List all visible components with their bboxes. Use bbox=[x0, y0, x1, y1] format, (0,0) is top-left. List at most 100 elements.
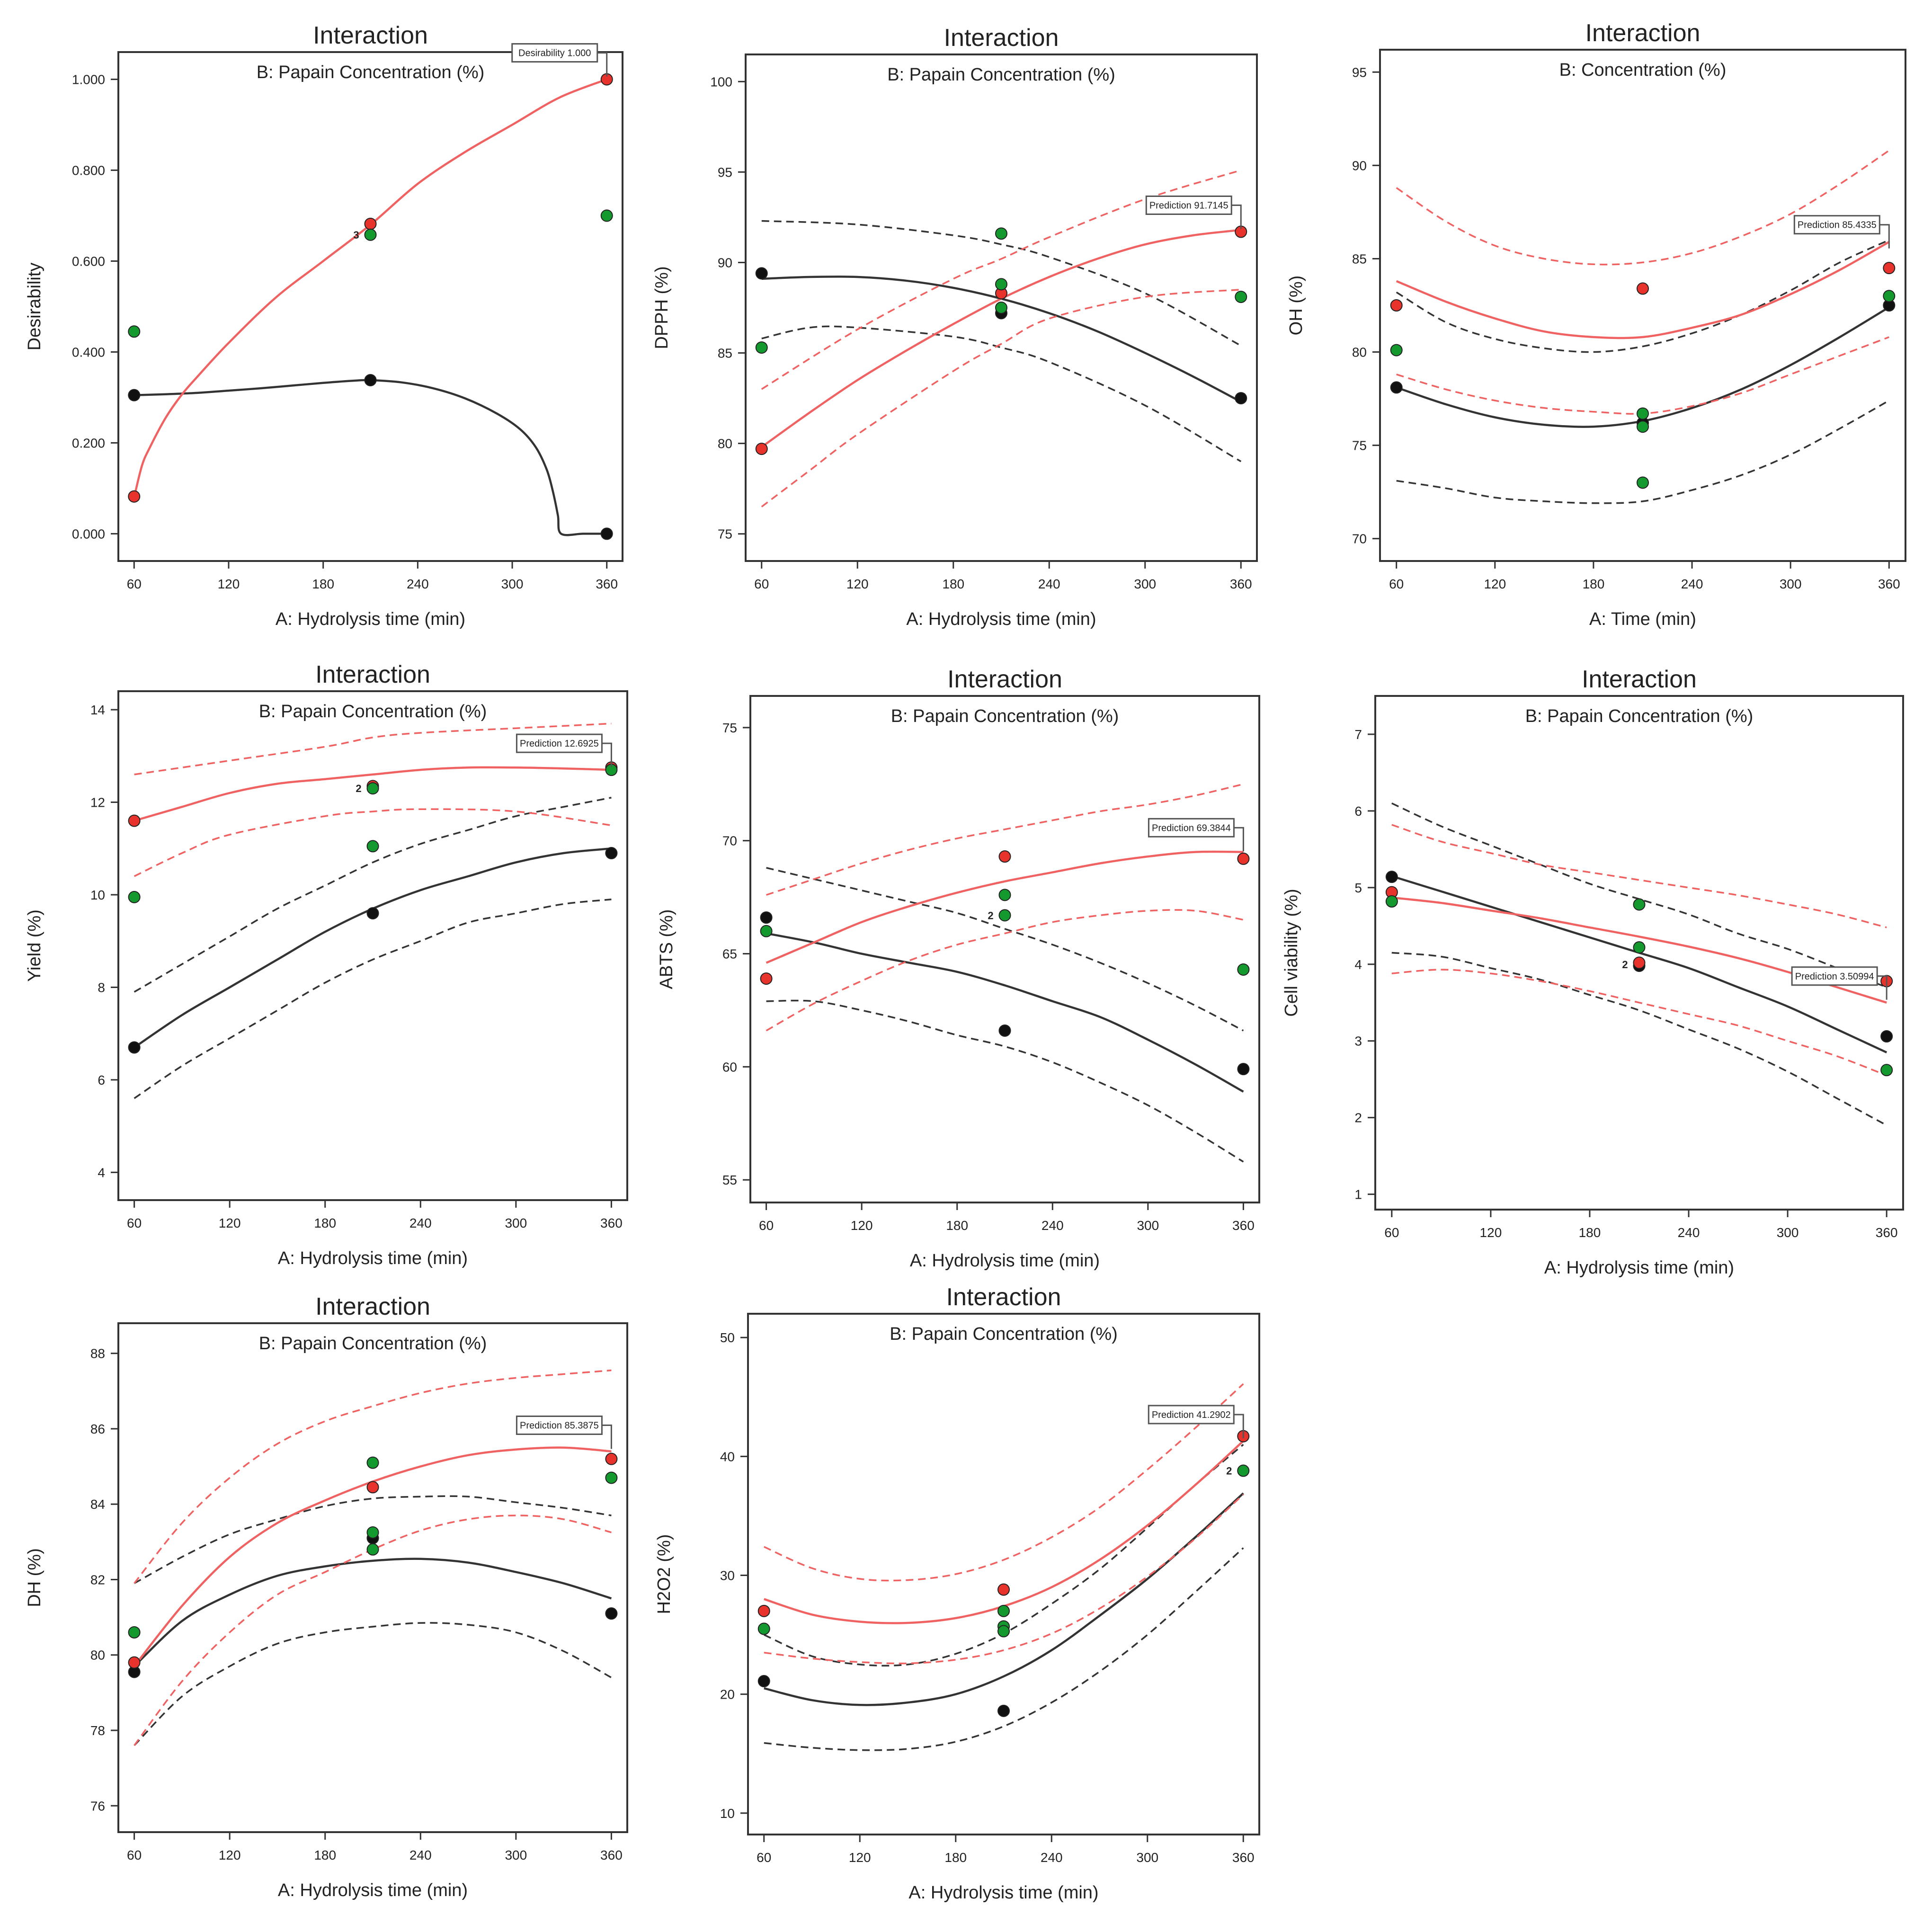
series-line-red bbox=[133, 1446, 612, 1667]
callout-box bbox=[1148, 818, 1235, 837]
data-point-green bbox=[997, 1604, 1010, 1617]
y-tick-label: 95 bbox=[1352, 65, 1367, 80]
y-tick-label: 95 bbox=[718, 165, 732, 179]
prediction-callout[interactable]: Prediction 41.2902 bbox=[1148, 1405, 1244, 1438]
x-tick-label: 120 bbox=[849, 1850, 871, 1865]
y-tick-label: 65 bbox=[722, 947, 737, 962]
data-point-green bbox=[128, 891, 141, 903]
prediction-callout[interactable]: Prediction 3.50994 bbox=[1791, 966, 1887, 1000]
y-tick-label: 84 bbox=[90, 1497, 105, 1512]
data-point-green bbox=[1880, 1064, 1893, 1077]
x-tick-label: 240 bbox=[1042, 1218, 1064, 1233]
data-point-green bbox=[1883, 290, 1896, 303]
prediction-callout[interactable]: Prediction 69.3844 bbox=[1148, 818, 1244, 852]
series-line-black-ci-lower bbox=[1391, 952, 1887, 1126]
data-point-black bbox=[755, 267, 768, 280]
callout-text: Prediction 41.2902 bbox=[1152, 1410, 1231, 1420]
replicate-count-label: 2 bbox=[988, 909, 993, 921]
series-line-black-ci-lower bbox=[134, 1622, 612, 1746]
prediction-callout[interactable]: Prediction 91.7145 bbox=[1145, 196, 1242, 229]
replicate-count-label: 3 bbox=[353, 229, 359, 241]
x-axis-label: A: Hydrolysis time (min) bbox=[276, 609, 465, 629]
data-point-green bbox=[995, 278, 1007, 291]
x-tick-label: 360 bbox=[600, 1216, 623, 1230]
plot-area bbox=[134, 722, 612, 1099]
data-point-green bbox=[128, 325, 141, 338]
plot-frame bbox=[747, 1313, 1260, 1835]
prediction-callout[interactable]: Prediction 85.3875 bbox=[516, 1416, 612, 1449]
data-point-red bbox=[1633, 956, 1646, 969]
series-line-black-ci-lower bbox=[134, 899, 612, 1099]
y-axis-label: ABTS (%) bbox=[657, 909, 677, 989]
y-tick-label: 82 bbox=[90, 1572, 105, 1587]
y-tick-label: 75 bbox=[718, 527, 732, 542]
x-tick-label: 120 bbox=[1480, 1225, 1502, 1240]
series-line-red bbox=[134, 766, 612, 822]
data-point-red bbox=[364, 217, 377, 230]
chart-panel-7: Interaction B: Papain Concentration (%) 60… bbox=[25, 1293, 628, 1900]
callout-text: Prediction 12.6925 bbox=[520, 739, 599, 749]
series-line-black-ci-upper bbox=[761, 220, 1242, 347]
data-point-green bbox=[366, 1526, 379, 1539]
data-point-black bbox=[1235, 392, 1247, 405]
callout-leader bbox=[1234, 827, 1244, 852]
data-point-green bbox=[605, 1471, 618, 1484]
y-tick-label: 8 bbox=[98, 980, 105, 995]
callout-leader bbox=[1879, 224, 1890, 249]
data-point-green bbox=[1237, 963, 1250, 976]
x-axis-label: A: Hydrolysis time (min) bbox=[278, 1880, 468, 1900]
x-tick-label: 300 bbox=[1134, 577, 1156, 591]
x-tick-label: 120 bbox=[851, 1218, 873, 1233]
x-tick-label: 360 bbox=[596, 577, 618, 591]
y-tick-label: 0.200 bbox=[72, 436, 105, 450]
series-line-red-ci-upper bbox=[134, 722, 612, 775]
chart-panel-5: Interaction B: Papain Concentration (%) 60… bbox=[657, 666, 1260, 1271]
data-point-green bbox=[1235, 291, 1247, 303]
x-tick-label: 360 bbox=[600, 1848, 623, 1862]
y-tick-label: 70 bbox=[722, 834, 737, 848]
y-tick-label: 80 bbox=[1352, 345, 1367, 360]
data-point-red bbox=[997, 1583, 1010, 1596]
data-point-green bbox=[760, 925, 773, 937]
data-point-red bbox=[1883, 262, 1896, 275]
x-tick-label: 120 bbox=[219, 1216, 241, 1230]
chart-title: Interaction bbox=[947, 666, 1062, 693]
callout-text: Prediction 85.3875 bbox=[520, 1421, 599, 1431]
chart-title: Interaction bbox=[315, 1293, 430, 1320]
data-point-green bbox=[366, 1543, 379, 1556]
x-tick-label: 180 bbox=[314, 1848, 336, 1862]
y-tick-label: 75 bbox=[1352, 438, 1367, 453]
data-point-black bbox=[1880, 1030, 1893, 1043]
chart-title: Interaction bbox=[946, 1283, 1061, 1311]
y-tick-label: 4 bbox=[1354, 957, 1362, 972]
callout-leader bbox=[602, 1425, 612, 1449]
data-point-green bbox=[1637, 407, 1649, 420]
x-tick-label: 180 bbox=[944, 1850, 967, 1865]
data-point-black bbox=[997, 1704, 1010, 1717]
callout-text: Prediction 3.50994 bbox=[1795, 971, 1874, 982]
y-tick-label: 55 bbox=[722, 1173, 737, 1187]
callout-box bbox=[511, 43, 598, 63]
data-point-black bbox=[128, 389, 141, 401]
callout-box bbox=[1791, 966, 1878, 986]
prediction-callout[interactable]: Desirability 1.000 bbox=[511, 43, 608, 77]
plot-frame bbox=[117, 51, 623, 562]
callout-leader bbox=[1231, 205, 1242, 229]
data-point-green bbox=[1633, 898, 1646, 911]
prediction-callout[interactable]: Prediction 12.6925 bbox=[516, 733, 612, 767]
y-axis-label: OH (%) bbox=[1286, 276, 1306, 336]
data-point-red bbox=[757, 1604, 770, 1617]
series-line-black bbox=[134, 379, 607, 536]
x-tick-label: 120 bbox=[219, 1848, 241, 1862]
chart-title: Interaction bbox=[315, 661, 430, 688]
prediction-callout[interactable]: Prediction 85.4335 bbox=[1793, 215, 1890, 249]
chart-subtitle: B: Papain Concentration (%) bbox=[890, 1324, 1118, 1344]
chart-subtitle: B: Papain Concentration (%) bbox=[1525, 706, 1754, 726]
x-tick-label: 180 bbox=[1583, 577, 1605, 591]
chart-title: Interaction bbox=[313, 22, 428, 49]
y-tick-label: 70 bbox=[1352, 532, 1367, 546]
chart-subtitle: B: Papain Concentration (%) bbox=[257, 62, 485, 82]
data-point-red bbox=[128, 814, 141, 827]
x-tick-label: 180 bbox=[942, 577, 964, 591]
data-point-green bbox=[997, 1625, 1010, 1638]
